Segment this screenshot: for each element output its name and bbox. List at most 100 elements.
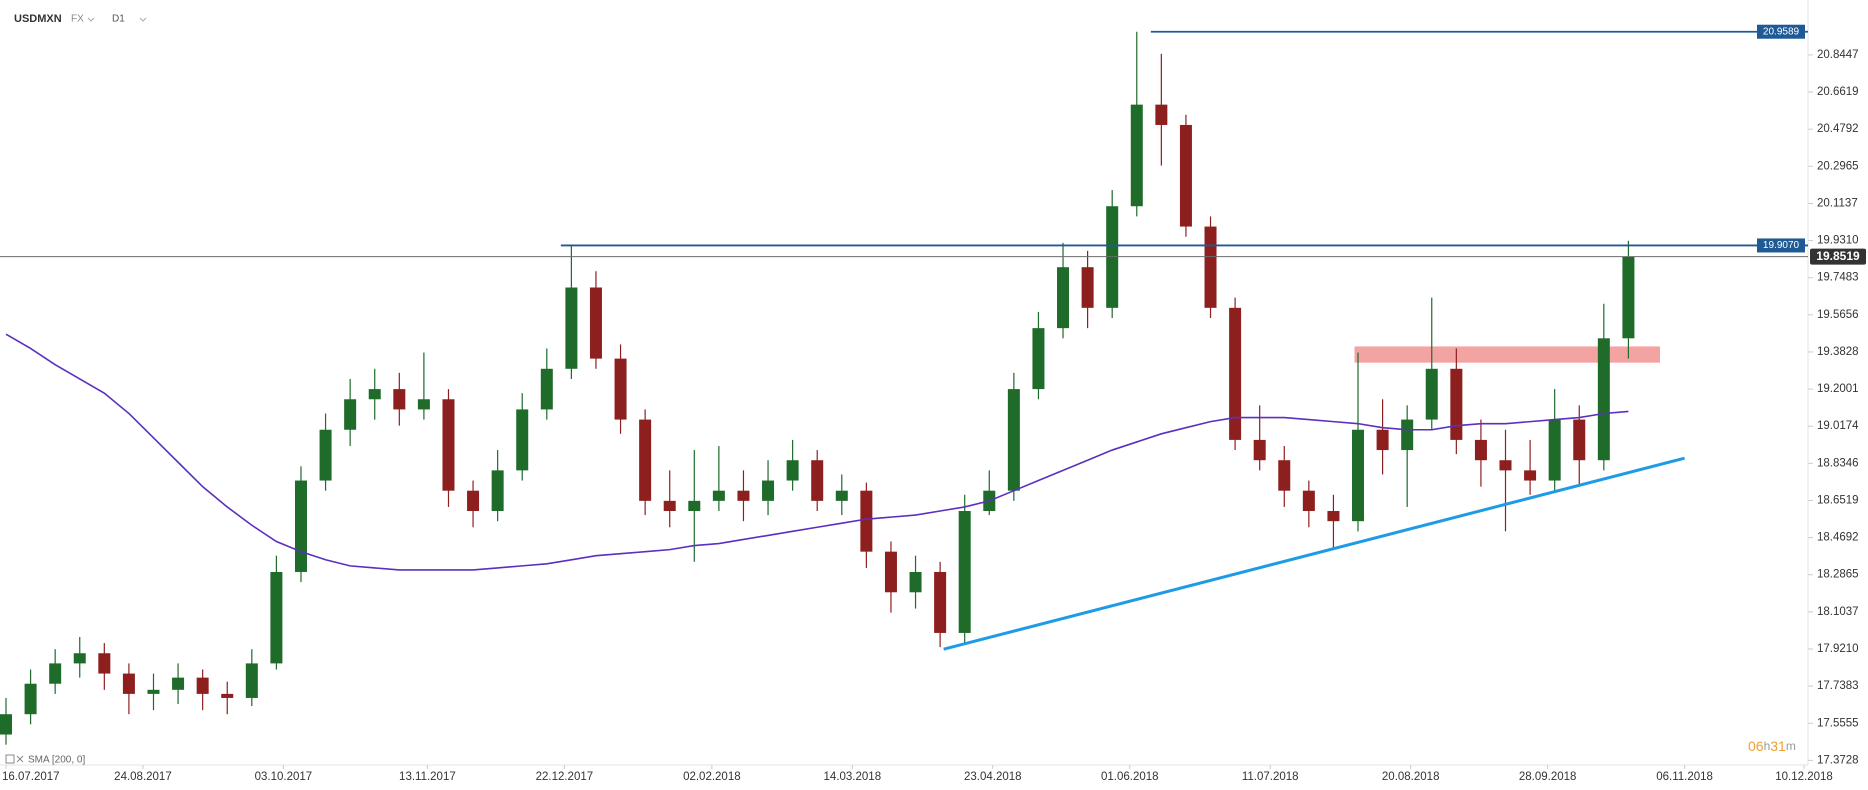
y-tick-label: 20.4792 xyxy=(1817,123,1859,135)
candle-body xyxy=(1425,368,1438,420)
candle-body xyxy=(147,689,160,694)
candle-body xyxy=(122,673,135,694)
candle-body xyxy=(1548,419,1561,481)
x-tick-label: 13.11.2017 xyxy=(399,771,456,783)
candle-body xyxy=(1032,328,1045,390)
candle-body xyxy=(1057,267,1070,329)
candle-body xyxy=(98,653,111,674)
candle-body xyxy=(417,399,430,410)
dropdown-arrow[interactable] xyxy=(139,17,147,22)
candle-body xyxy=(958,511,971,633)
candle-body xyxy=(49,663,62,684)
zone xyxy=(1354,346,1661,363)
candle-body xyxy=(319,429,332,481)
candle-body xyxy=(467,490,480,512)
y-tick-label: 17.9210 xyxy=(1817,643,1859,655)
x-tick-label: 16.07.2017 xyxy=(2,771,60,783)
candle-body xyxy=(762,480,775,501)
level-label: 19.9070 xyxy=(1763,240,1800,251)
y-tick-label: 18.1037 xyxy=(1817,606,1859,618)
x-tick-label: 02.02.2018 xyxy=(683,771,741,783)
timer-part: 31 xyxy=(1770,738,1786,754)
candle-body xyxy=(196,677,209,694)
candle-body xyxy=(294,480,307,572)
candle-body xyxy=(491,470,504,512)
candle-body xyxy=(0,714,12,735)
candle-body xyxy=(589,287,602,359)
candle-body xyxy=(172,677,185,690)
price-label-bg xyxy=(1810,248,1866,265)
candle-body xyxy=(835,490,848,501)
y-tick-label: 20.1137 xyxy=(1817,197,1858,209)
candle-body xyxy=(712,490,725,501)
candle-body xyxy=(909,571,922,593)
y-tick-label: 17.3728 xyxy=(1817,754,1859,766)
candle-body xyxy=(1450,368,1463,440)
price-label: 19.8519 xyxy=(1816,249,1860,263)
candle-body xyxy=(811,460,824,501)
candle-body xyxy=(1499,460,1512,471)
market[interactable]: FX xyxy=(71,14,84,25)
candle-body xyxy=(1204,226,1217,308)
dropdown-arrow[interactable] xyxy=(87,17,95,22)
candle-body xyxy=(245,663,258,698)
candle-body xyxy=(860,490,873,552)
candle-body xyxy=(1474,439,1487,461)
y-tick-label: 18.6519 xyxy=(1817,495,1859,507)
x-tick-label: 14.03.2018 xyxy=(824,771,882,783)
y-tick-label: 19.0174 xyxy=(1817,420,1859,432)
legend-icon[interactable] xyxy=(5,754,15,764)
candle-body xyxy=(1597,338,1610,461)
candle-body xyxy=(442,399,455,491)
candle-body xyxy=(344,399,357,430)
timer-part: m xyxy=(1786,739,1796,753)
candle-body xyxy=(884,551,897,593)
x-tick-label: 22.12.2017 xyxy=(536,771,594,783)
trendline xyxy=(943,456,1685,651)
candle-timer: 06h31m xyxy=(1748,738,1796,754)
candle-body xyxy=(1352,429,1365,522)
x-tick-label: 06.11.2018 xyxy=(1656,771,1713,783)
indicator-legend: SMA [200, 0] xyxy=(28,755,85,766)
candle-body xyxy=(368,389,381,400)
candle-body xyxy=(393,389,406,410)
x-tick-label: 03.10.2017 xyxy=(255,771,313,783)
candle-body xyxy=(516,409,529,471)
y-tick-label: 19.9310 xyxy=(1817,235,1859,247)
x-tick-label: 11.07.2018 xyxy=(1242,771,1299,783)
x-tick-label: 23.04.2018 xyxy=(964,771,1022,783)
x-tick-label: 24.08.2017 xyxy=(114,771,172,783)
y-tick-label: 18.8346 xyxy=(1817,457,1859,469)
candle-body xyxy=(1130,104,1143,207)
candle-body xyxy=(688,500,701,512)
y-tick-label: 18.4692 xyxy=(1817,532,1859,544)
candle-body xyxy=(565,287,578,369)
candle-body xyxy=(540,368,553,410)
candle-body xyxy=(24,683,37,715)
x-tick-label: 28.09.2018 xyxy=(1519,771,1577,783)
candle-body xyxy=(1253,439,1266,461)
candle-body xyxy=(1622,256,1635,339)
y-tick-label: 19.2001 xyxy=(1817,383,1859,395)
candle-body xyxy=(1401,419,1414,451)
candle-body xyxy=(1302,490,1315,512)
x-tick-label: 20.08.2018 xyxy=(1382,771,1440,783)
legend-close[interactable] xyxy=(16,755,24,763)
y-tick-label: 20.6619 xyxy=(1817,86,1859,98)
candle-body xyxy=(1573,419,1586,461)
candle-body xyxy=(1179,124,1192,227)
timeframe[interactable]: D1 xyxy=(112,14,125,25)
plot-area xyxy=(0,31,1685,745)
candle-body xyxy=(73,653,86,664)
candle-body xyxy=(1229,307,1242,440)
candle-body xyxy=(1007,389,1020,491)
candle-body xyxy=(737,490,750,501)
candle-body xyxy=(934,571,947,633)
candle-body xyxy=(1327,511,1340,522)
symbol[interactable]: USDMXN xyxy=(14,13,62,25)
y-tick-label: 17.7383 xyxy=(1817,680,1859,692)
timer-part: h xyxy=(1764,739,1771,753)
x-tick-label: 01.06.2018 xyxy=(1101,771,1159,783)
candle-body xyxy=(270,571,283,664)
